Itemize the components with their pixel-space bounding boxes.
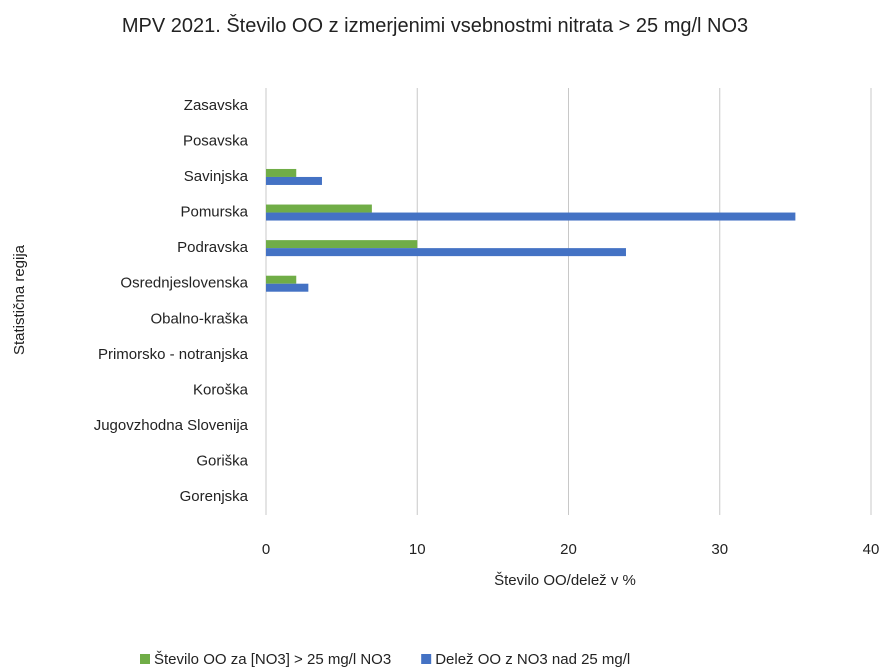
y-axis-title: Statistična regija bbox=[11, 244, 28, 355]
bar bbox=[266, 248, 626, 257]
bar bbox=[266, 176, 322, 185]
y-tick-label: Savinjska bbox=[184, 168, 249, 185]
bar bbox=[266, 240, 418, 249]
legend-label: Delež OO z NO3 nad 25 mg/l bbox=[435, 651, 630, 668]
y-tick-label: Obalno-kraška bbox=[150, 310, 248, 327]
y-tick-label: Pomurska bbox=[180, 204, 248, 221]
y-tick-label: Goriška bbox=[196, 453, 248, 470]
bar bbox=[266, 168, 297, 177]
x-tick-label: 20 bbox=[560, 541, 577, 558]
y-tick-label: Osrednjeslovenska bbox=[120, 275, 248, 292]
bar bbox=[266, 212, 796, 221]
y-tick-label: Gorenjska bbox=[180, 488, 249, 505]
x-tick-label: 10 bbox=[409, 541, 426, 558]
y-tick-label: Primorsko - notranjska bbox=[98, 346, 249, 363]
chart-title: MPV 2021. Število OO z izmerjenimi vsebn… bbox=[121, 15, 749, 37]
y-tick-label: Podravska bbox=[177, 239, 249, 256]
x-tick-label: 0 bbox=[262, 541, 270, 558]
legend-swatch bbox=[140, 654, 150, 664]
x-tick-label: 40 bbox=[863, 541, 880, 558]
x-tick-label: 30 bbox=[711, 541, 728, 558]
y-tick-label: Jugovzhodna Slovenija bbox=[94, 417, 249, 434]
legend-label: Število OO za [NO3] > 25 mg/l NO3 bbox=[154, 651, 391, 668]
legend-swatch bbox=[421, 654, 432, 664]
y-tick-label: Posavska bbox=[183, 132, 249, 149]
y-tick-label: Zasavska bbox=[184, 97, 249, 114]
x-axis-title: Število OO/delež v % bbox=[494, 572, 636, 589]
bar bbox=[266, 204, 372, 213]
y-tick-label: Koroška bbox=[193, 381, 249, 398]
bar bbox=[266, 275, 297, 284]
bar bbox=[266, 283, 309, 292]
